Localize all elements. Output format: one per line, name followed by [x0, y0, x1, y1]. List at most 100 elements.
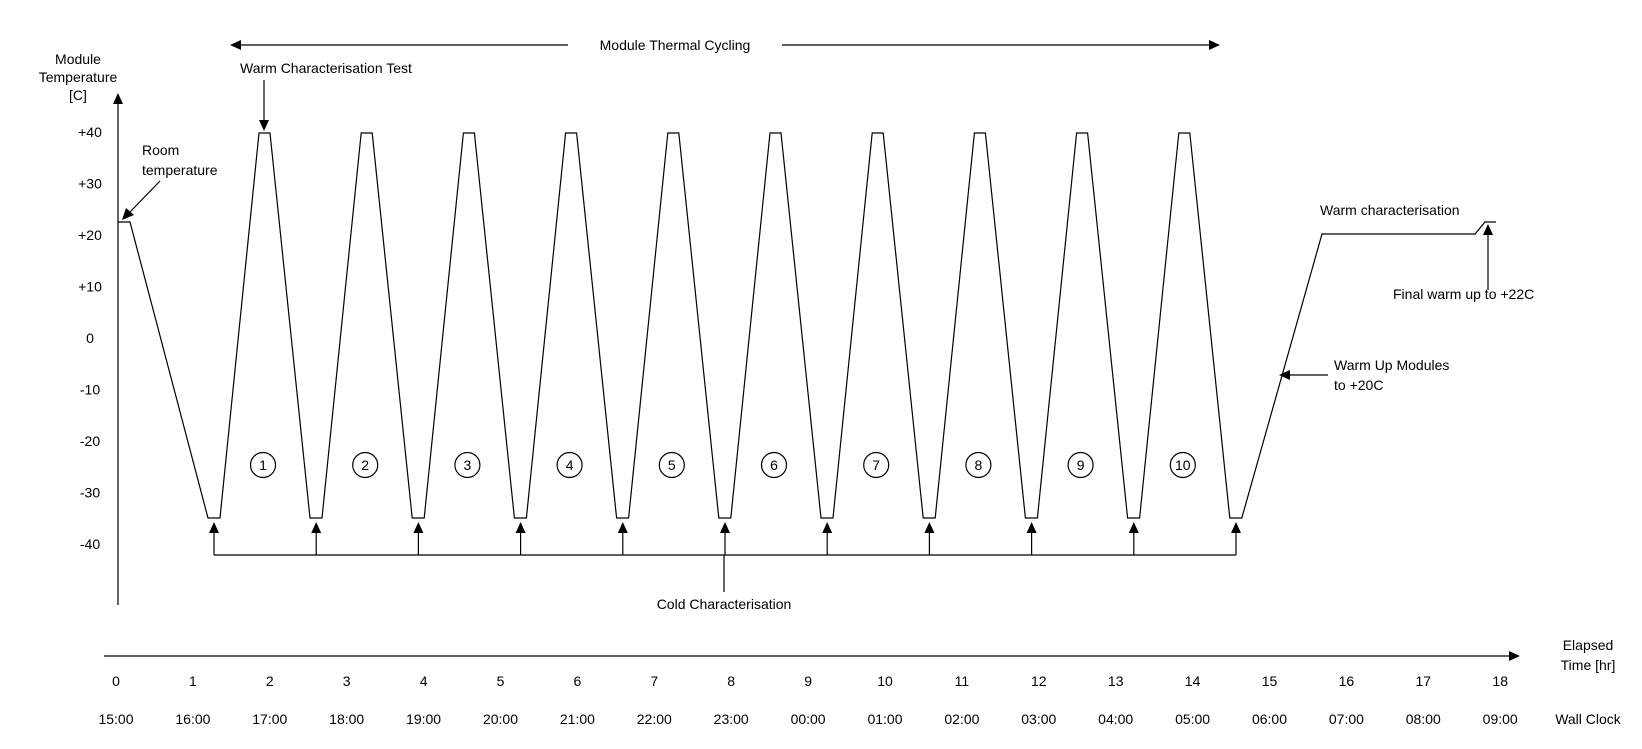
wall-clock-tick-label: 00:00 — [791, 711, 826, 727]
warm-characterisation-test-label: Warm Characterisation Test — [240, 60, 412, 76]
wall-clock-tick-label: 03:00 — [1021, 711, 1056, 727]
wall-clock-tick-labels: 15:00 16:00 17:00 18:00 19:00 20:00 21:00 22:00… — [98, 711, 1517, 727]
y-tick-label: -30 — [80, 485, 100, 501]
cold-arrowhead — [617, 522, 628, 533]
x-axis-label-line-2: Time [hr] — [1561, 657, 1616, 673]
cold-arrowhead — [311, 522, 322, 533]
y-tick-label: +30 — [78, 176, 102, 192]
cycle-circle — [1067, 451, 1094, 479]
wall-clock-label: Wall Clock — [1555, 711, 1622, 727]
cycle-number: 5 — [668, 457, 676, 473]
temperature-profile — [118, 132, 1496, 519]
y-tick-label: +40 — [78, 124, 102, 140]
elapsed-tick-label: 16 — [1339, 673, 1355, 689]
y-tick-label: +10 — [78, 279, 102, 295]
wall-clock-tick-label: 16:00 — [175, 711, 210, 727]
elapsed-tick-label: 5 — [497, 673, 505, 689]
cycle-number: 1 — [259, 457, 267, 473]
elapsed-tick-label: 13 — [1108, 673, 1124, 689]
cold-arrowhead — [720, 522, 730, 533]
elapsed-tick-label: 2 — [266, 673, 274, 689]
cold-arrowhead — [413, 522, 424, 533]
cold-arrowhead — [822, 522, 833, 533]
y-tick-label: -10 — [80, 382, 100, 398]
wall-clock-tick-label: 09:00 — [1483, 711, 1518, 727]
elapsed-tick-label: 10 — [877, 673, 893, 689]
title-arrowhead-left — [230, 40, 241, 50]
y-axis-tick-labels: +40 +30 +20 +10 0 -10 -20 -30 -40 — [78, 124, 102, 552]
cycle-number: 3 — [464, 457, 472, 473]
cold-arrowhead — [1231, 522, 1241, 533]
wall-clock-tick-label: 22:00 — [637, 711, 672, 727]
y-axis-label-line-3: [C] — [69, 87, 87, 103]
wall-clock-tick-label: 23:00 — [714, 711, 749, 727]
cycle-number: 6 — [770, 457, 778, 473]
cycle-number: 4 — [566, 457, 574, 473]
elapsed-tick-label: 18 — [1492, 673, 1508, 689]
y-tick-label: +20 — [78, 227, 102, 243]
wall-clock-tick-label: 15:00 — [98, 711, 133, 727]
elapsed-tick-label: 17 — [1416, 673, 1432, 689]
y-tick-label: 0 — [86, 330, 94, 346]
cold-arrowhead — [924, 522, 935, 533]
y-axis-arrowhead — [113, 93, 123, 104]
cycle-number: 9 — [1077, 457, 1085, 473]
cold-arrowhead — [209, 522, 219, 533]
cold-arrowhead — [1026, 522, 1037, 533]
cycle-circle — [760, 451, 788, 479]
wall-clock-tick-label: 08:00 — [1406, 711, 1441, 727]
wall-clock-tick-label: 04:00 — [1098, 711, 1133, 727]
y-axis-label-line-2: Temperature — [39, 69, 118, 85]
elapsed-tick-label: 15 — [1262, 673, 1278, 689]
wall-clock-tick-label: 05:00 — [1175, 711, 1210, 727]
elapsed-tick-label: 1 — [189, 673, 197, 689]
room-temperature-arrow-line — [129, 180, 161, 213]
elapsed-tick-label: 0 — [112, 673, 120, 689]
final-warm-up-label: Final warm up to +22C — [1393, 286, 1534, 302]
warm-up-modules-label-line-2: to +20C — [1334, 377, 1383, 393]
elapsed-tick-label: 12 — [1031, 673, 1047, 689]
y-tick-label: -20 — [80, 433, 100, 449]
y-tick-label: -40 — [80, 536, 100, 552]
elapsed-tick-label: 9 — [804, 673, 812, 689]
cycle-circle — [658, 451, 685, 479]
x-axis-label-line-1: Elapsed — [1563, 637, 1614, 653]
elapsed-tick-label: 7 — [650, 673, 658, 689]
warm-test-arrowhead — [259, 120, 269, 131]
warm-characterisation-label: Warm characterisation — [1320, 202, 1460, 218]
title-arrowhead-right — [1209, 40, 1220, 50]
cycle-circle — [863, 451, 890, 479]
cycle-circle — [249, 451, 277, 479]
wall-clock-tick-label: 02:00 — [944, 711, 979, 727]
cycle-number: 7 — [872, 457, 880, 473]
warm-up-modules-label-line-1: Warm Up Modules — [1334, 357, 1449, 373]
wall-clock-tick-label: 21:00 — [560, 711, 595, 727]
elapsed-tick-label: 14 — [1185, 673, 1201, 689]
cycle-circle — [352, 451, 379, 479]
cycle-circle — [556, 451, 583, 479]
wall-clock-tick-label: 19:00 — [406, 711, 441, 727]
elapsed-time-tick-labels: 0 1 2 3 4 5 6 7 8 9 10 11 12 13 14 15 16 17 18 — [112, 673, 1508, 689]
room-temperature-label-line-1: Room — [142, 142, 179, 158]
wall-clock-tick-label: 18:00 — [329, 711, 364, 727]
elapsed-tick-label: 4 — [420, 673, 428, 689]
room-temperature-arrowhead — [122, 208, 134, 220]
cold-characterisation-bracket — [209, 522, 1241, 556]
cycle-number: 10 — [1175, 457, 1191, 473]
final-warm-up-arrowhead — [1483, 224, 1493, 235]
warm-up-modules-arrowhead — [1279, 370, 1290, 380]
diagram-title: Module Thermal Cycling — [600, 37, 751, 53]
elapsed-tick-label: 11 — [955, 673, 970, 689]
wall-clock-tick-label: 01:00 — [867, 711, 902, 727]
cycle-number: 2 — [361, 457, 369, 473]
cold-characterisation-label: Cold Characterisation — [657, 596, 792, 612]
y-axis-label-line-1: Module — [55, 51, 101, 67]
wall-clock-tick-label: 06:00 — [1252, 711, 1287, 727]
cold-arrowhead — [515, 522, 526, 533]
cycle-circle — [1169, 451, 1196, 479]
cycle-circle — [965, 451, 992, 479]
elapsed-tick-label: 6 — [574, 673, 582, 689]
wall-clock-tick-label: 17:00 — [252, 711, 287, 727]
